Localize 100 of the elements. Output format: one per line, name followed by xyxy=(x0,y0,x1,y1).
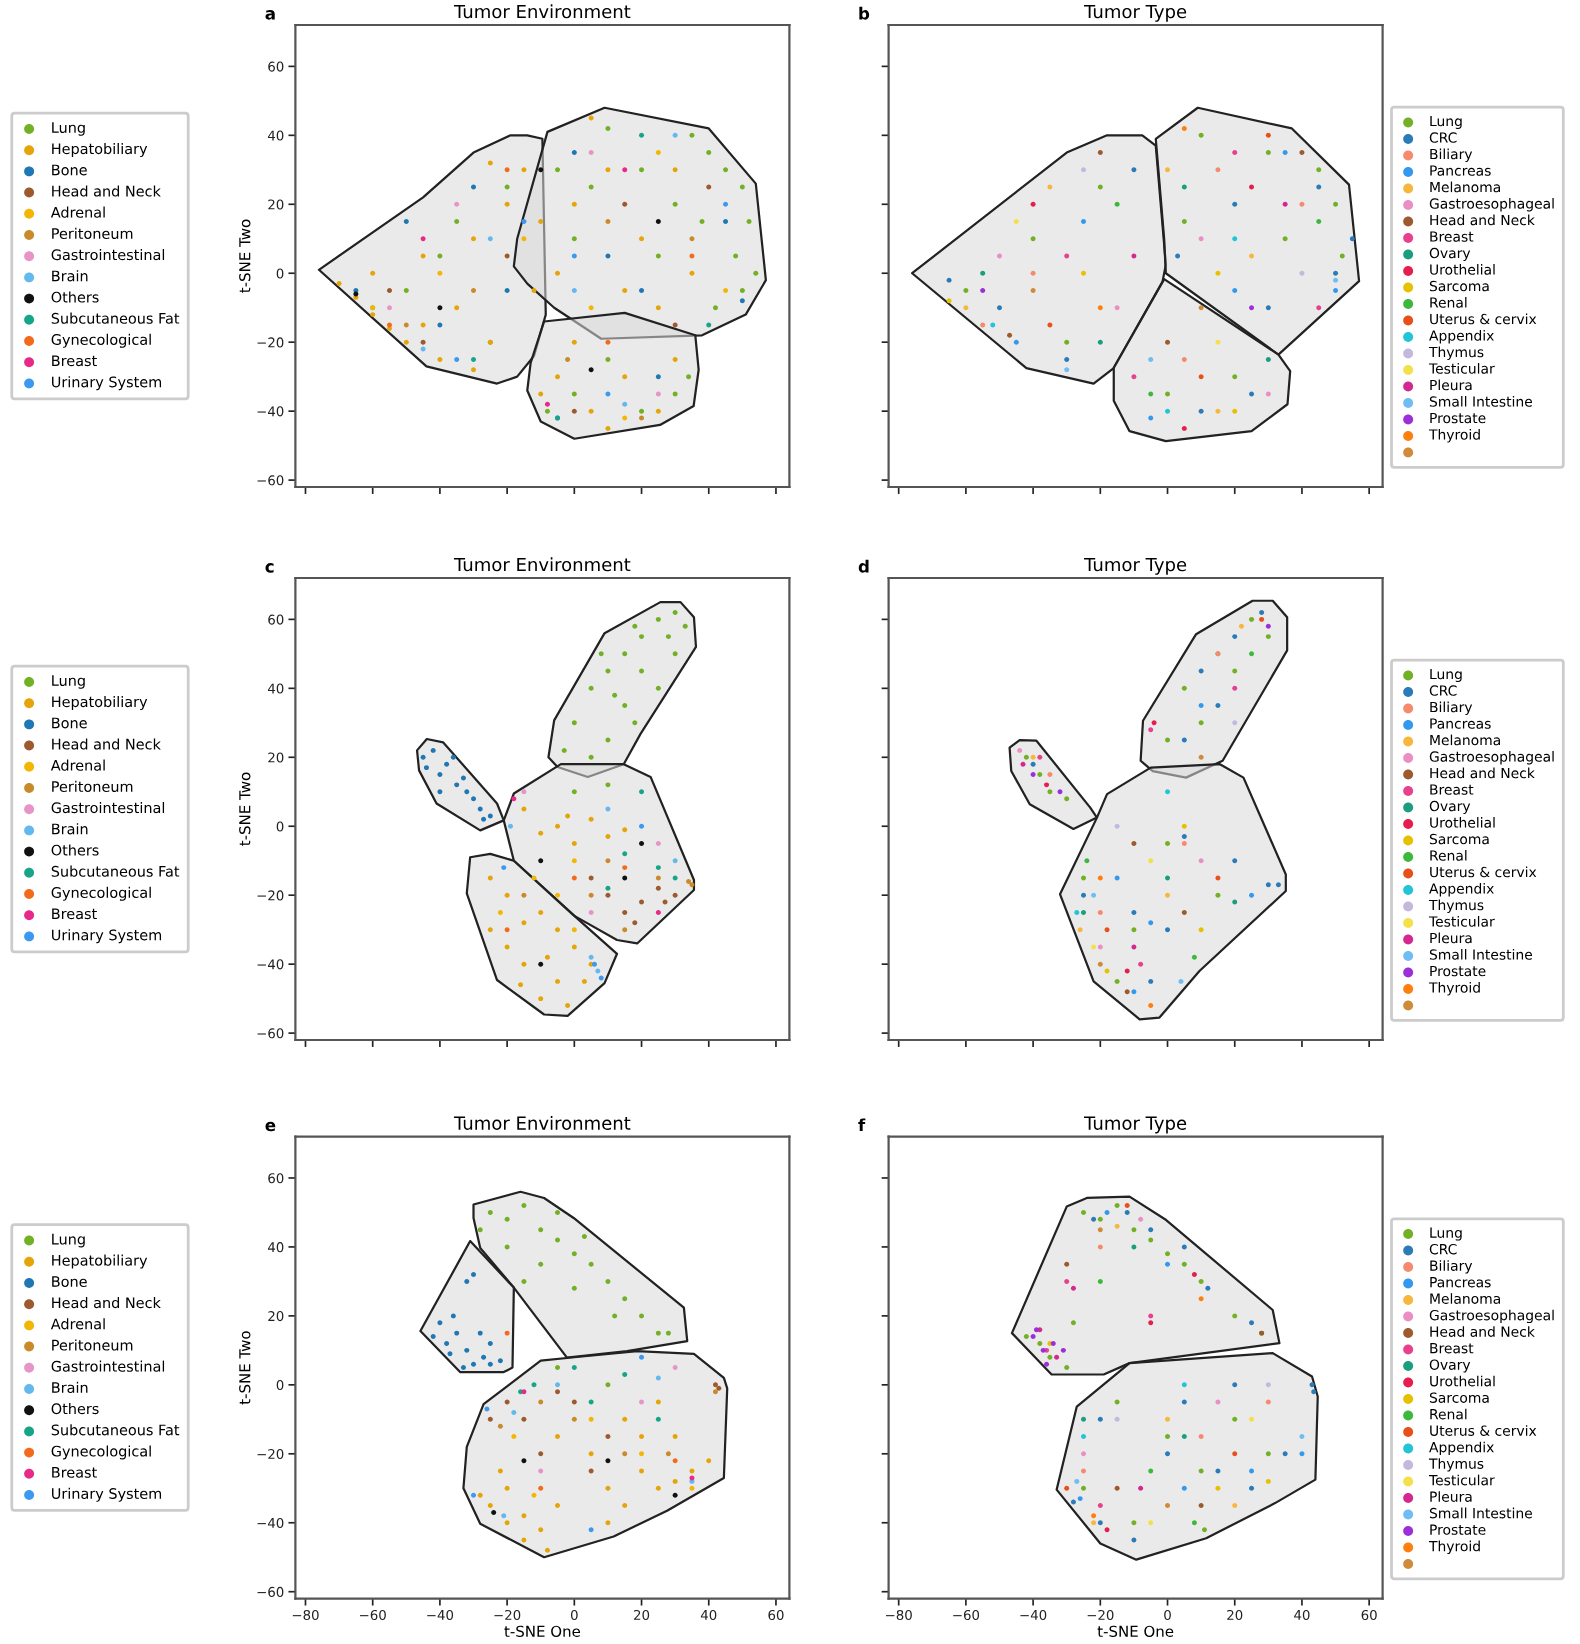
point xyxy=(665,1330,671,1336)
point xyxy=(1138,1216,1144,1222)
point xyxy=(1311,1389,1317,1395)
point xyxy=(1030,1334,1036,1340)
point xyxy=(612,692,618,698)
point xyxy=(1198,720,1204,726)
point xyxy=(639,1354,645,1360)
point xyxy=(672,651,678,657)
point xyxy=(672,892,678,898)
point xyxy=(487,927,493,933)
point xyxy=(1114,978,1120,984)
point xyxy=(571,944,577,950)
point xyxy=(1232,1313,1238,1319)
point xyxy=(1047,772,1053,778)
point xyxy=(1104,927,1110,933)
point xyxy=(686,374,692,380)
point xyxy=(632,920,638,926)
point xyxy=(605,1485,611,1491)
point xyxy=(487,160,493,166)
point xyxy=(1198,408,1204,414)
point xyxy=(1232,374,1238,380)
point xyxy=(723,167,729,173)
point xyxy=(1097,961,1103,967)
point xyxy=(1148,391,1154,397)
point xyxy=(1131,927,1137,933)
point xyxy=(370,270,376,276)
point xyxy=(1131,1520,1137,1526)
point xyxy=(588,305,594,311)
point xyxy=(1064,1365,1070,1371)
point xyxy=(1148,978,1154,984)
point xyxy=(511,1434,517,1440)
point xyxy=(655,875,661,881)
point xyxy=(639,132,645,138)
point xyxy=(598,651,604,657)
point xyxy=(1205,1285,1211,1291)
point xyxy=(1064,339,1070,345)
point xyxy=(689,1485,695,1491)
text: e xyxy=(265,1121,276,1132)
point xyxy=(487,1416,493,1422)
point xyxy=(464,1278,470,1284)
point xyxy=(370,312,376,318)
point xyxy=(481,1354,487,1360)
point xyxy=(521,1278,527,1284)
point xyxy=(423,765,429,771)
point xyxy=(571,1399,577,1405)
point xyxy=(1259,616,1265,622)
point xyxy=(753,270,759,276)
point xyxy=(1047,1354,1053,1360)
point xyxy=(538,909,544,915)
point xyxy=(588,1451,594,1457)
point xyxy=(460,775,466,781)
point xyxy=(504,944,510,950)
point xyxy=(1131,374,1137,380)
point xyxy=(1030,201,1036,207)
point xyxy=(622,909,628,915)
point xyxy=(504,201,510,207)
point xyxy=(571,391,577,397)
point xyxy=(1249,892,1255,898)
point xyxy=(1030,287,1036,293)
point xyxy=(1198,858,1204,864)
point xyxy=(437,305,443,311)
point xyxy=(672,875,678,881)
point xyxy=(682,623,688,629)
point xyxy=(1265,150,1271,156)
point xyxy=(511,796,517,802)
point xyxy=(622,703,628,709)
point xyxy=(1232,150,1238,156)
point xyxy=(420,236,426,242)
point xyxy=(588,408,594,414)
point xyxy=(1232,236,1238,242)
point xyxy=(1064,253,1070,259)
point xyxy=(1104,1527,1110,1533)
point xyxy=(1037,772,1043,778)
point xyxy=(336,281,342,287)
point xyxy=(672,858,678,864)
point xyxy=(1181,1382,1187,1388)
point xyxy=(622,401,628,407)
point xyxy=(1037,1340,1043,1346)
point xyxy=(639,1434,645,1440)
point xyxy=(706,184,712,190)
point xyxy=(1064,1485,1070,1491)
point xyxy=(521,961,527,967)
point xyxy=(1060,1347,1066,1353)
point xyxy=(561,747,567,753)
point xyxy=(712,1382,718,1388)
point xyxy=(980,322,986,328)
point xyxy=(622,1416,628,1422)
point xyxy=(1181,1434,1187,1440)
point xyxy=(622,415,628,421)
point xyxy=(477,1492,483,1498)
point xyxy=(538,1468,544,1474)
point xyxy=(518,982,524,988)
point xyxy=(598,975,604,981)
point xyxy=(571,1251,577,1257)
point xyxy=(1181,840,1187,846)
point xyxy=(595,968,601,974)
point xyxy=(430,747,436,753)
point xyxy=(655,1485,661,1491)
point xyxy=(588,685,594,691)
point xyxy=(1138,961,1144,967)
